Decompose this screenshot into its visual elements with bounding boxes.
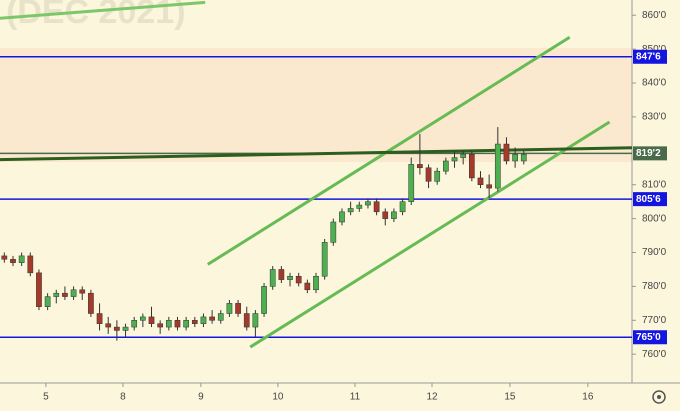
zone-band [0,48,632,162]
y-tick-label: 840'0 [642,78,667,89]
candle-body [36,272,42,307]
level-label: 847'6 [636,51,661,62]
candle-body [261,286,267,314]
y-tick-label: 790'0 [642,247,667,258]
trendline [206,36,571,266]
candle-body [79,289,86,294]
candle-body [62,292,68,297]
candle-body [243,313,250,328]
trendline [249,120,611,349]
candle-body [347,208,354,213]
candle-body [10,259,16,263]
y-tick-label: 860'0 [642,10,667,21]
candle-body [494,143,501,189]
x-tick-label: 16 [582,392,594,403]
y-tick-label: 810'0 [642,179,667,190]
candle-body [96,313,103,324]
candle-body [451,157,458,162]
candle-body [477,177,484,185]
candle-body [382,211,389,219]
candle-body [417,164,423,169]
candle-body [278,269,285,280]
candle-body [165,320,172,328]
y-tick-label: 800'0 [642,213,667,224]
candle-body [356,204,363,209]
candle-body [503,143,510,162]
candle-body [140,316,146,321]
candle-body [269,269,276,287]
x-tick-label: 12 [426,392,438,403]
candle-body [460,153,467,158]
candle-body [1,255,8,260]
y-tick-label: 780'0 [642,281,667,292]
candle-body [468,153,475,179]
x-tick-label: 9 [198,392,204,403]
trendline [0,146,633,162]
candle-body [339,211,345,223]
candle-body [295,275,302,284]
x-tick-label: 10 [272,392,284,403]
candle-body [122,326,129,331]
level-tag [633,192,667,207]
candle-body [200,316,207,324]
candle-body [425,167,432,182]
candle-body [18,255,25,263]
candle-body [157,323,164,328]
x-tick-label: 15 [504,392,516,403]
candle-body [252,313,259,328]
candle-body [105,323,112,328]
y-tick-label: 850'0 [642,44,667,55]
level-tag [633,49,667,64]
candle-body [70,289,77,297]
candle-body [217,313,224,321]
candle-body [88,292,94,314]
time-axis-bg [0,383,680,411]
candle-body [313,275,319,291]
candle-body [365,201,371,206]
level-label: 765'0 [636,332,661,343]
candle-body [512,153,518,162]
y-tick-label: 760'0 [642,349,667,360]
x-tick-label: 8 [120,392,126,403]
candle-body [304,282,311,291]
candle-body [114,326,120,331]
x-tick-label: 11 [350,392,361,403]
candle-body [191,320,198,324]
trendline [0,0,206,20]
level-label: 805'6 [636,194,661,205]
candle-body [408,164,415,202]
candle-body [486,184,492,189]
candle-body [391,211,397,219]
candle-body [174,320,181,328]
candle-body [321,242,328,277]
candle-body [209,316,215,321]
y-tick-label: 830'0 [642,112,667,123]
level-tag [633,330,667,345]
candle-body [443,160,449,172]
level-tag [633,146,667,161]
y-tick-label: 770'0 [642,315,667,326]
candle-body [131,320,138,328]
level-label: 819'2 [636,148,661,159]
candle-body [287,275,293,280]
candle-body [183,320,189,328]
candle-body [399,201,406,213]
candle-body [53,292,60,297]
candle-body [235,303,241,314]
candle-body [520,153,527,162]
candle-body [226,303,233,314]
x-tick-label: 5 [43,392,49,403]
candle-body [373,201,380,213]
candle-body [148,316,155,324]
candle-body [434,170,441,182]
candle-body [330,221,337,243]
candle-body [44,296,51,307]
settings-icon[interactable] [652,390,666,404]
candle-body [27,255,34,274]
